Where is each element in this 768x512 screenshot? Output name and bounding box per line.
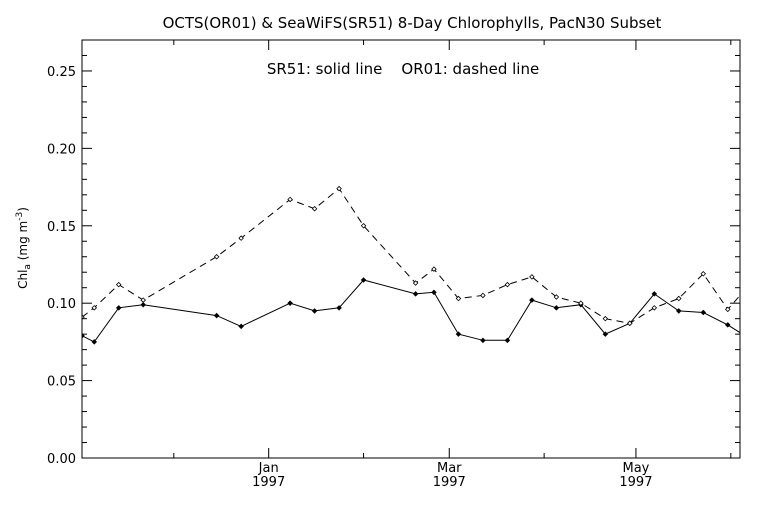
data-point-sr51: [455, 331, 462, 337]
data-point-or01: [238, 235, 244, 241]
data-point-sr51: [115, 305, 122, 311]
x-tick-month-label: May: [622, 461, 649, 476]
plot-area: 0.000.050.100.150.200.25Jan1997Mar1997Ma…: [47, 39, 754, 490]
data-point-sr51: [287, 300, 293, 306]
y-tick-label: 0.20: [47, 142, 76, 157]
data-point-or01: [140, 297, 146, 303]
data-point-sr51: [480, 337, 486, 344]
data-point-or01: [676, 295, 682, 302]
data-point-or01: [115, 281, 122, 288]
data-point-or01: [553, 294, 560, 300]
data-point-sr51: [602, 331, 609, 337]
data-point-or01: [724, 306, 731, 313]
data-point-or01: [455, 295, 462, 302]
data-point-sr51: [412, 291, 419, 297]
data-point-or01: [504, 281, 511, 288]
data-point-or01: [627, 320, 633, 327]
data-point-sr51: [651, 291, 658, 297]
plot-frame: [81, 39, 741, 459]
data-point-sr51: [91, 339, 98, 345]
data-point-or01: [412, 280, 419, 286]
data-point-sr51: [213, 312, 220, 319]
data-point-sr51: [311, 308, 318, 314]
y-tick-label: 0.05: [47, 375, 76, 390]
y-tick-label: 0.15: [47, 220, 76, 235]
data-point-or01: [287, 196, 293, 203]
series-style-note: SR51: solid line OR01: dashed line: [267, 60, 539, 78]
chart-title: OCTS(OR01) & SeaWiFS(SR51) 8-Day Chlorop…: [163, 14, 662, 32]
data-point-or01: [360, 223, 367, 229]
data-point-or01: [700, 271, 707, 277]
data-point-or01: [311, 205, 318, 212]
y-axis-label-unit-close: ): [16, 207, 30, 212]
data-point-sr51: [238, 323, 244, 330]
series-group: [82, 185, 754, 345]
data-point-or01: [578, 300, 584, 306]
data-point-sr51: [529, 297, 535, 303]
data-point-sr51: [724, 322, 731, 328]
data-point-sr51: [140, 301, 146, 308]
data-point-sr51: [750, 338, 754, 342]
data-point-or01: [91, 305, 98, 311]
data-point-or01: [602, 315, 609, 322]
y-axis-label: Chla (mg m-3): [15, 207, 33, 289]
y-axis-label-unit-open: (mg m: [16, 221, 30, 264]
x-tick-month-label: Jan: [258, 461, 279, 476]
data-point-or01: [431, 266, 437, 272]
data-point-or01: [82, 314, 85, 320]
data-point-sr51: [553, 305, 560, 311]
x-tick-year-label: 1997: [252, 475, 285, 490]
y-axis-label-superscript: -3: [15, 212, 25, 221]
data-point-or01: [213, 253, 220, 260]
data-point-or01: [529, 274, 535, 280]
data-point-sr51: [700, 309, 707, 316]
data-point-or01: [480, 292, 486, 299]
series-line-sr51: [82, 279, 740, 343]
x-tick-month-label: Mar: [437, 461, 462, 476]
x-tick-year-label: 1997: [433, 475, 466, 490]
data-point-or01: [750, 279, 754, 283]
data-point-sr51: [504, 337, 511, 344]
data-point-sr51: [336, 305, 342, 311]
x-tick-year-label: 1997: [619, 475, 652, 490]
data-point-or01: [651, 305, 658, 311]
y-tick-label: 0.25: [47, 65, 76, 80]
data-point-sr51: [82, 332, 85, 339]
y-tick-label: 0.10: [47, 297, 76, 312]
y-tick-label: 0.00: [47, 452, 76, 467]
data-point-sr51: [360, 277, 367, 283]
data-point-sr51: [676, 308, 682, 314]
y-axis-label-base: Chl: [16, 270, 30, 289]
series-line-or01: [82, 187, 740, 324]
y-axis-label-subscript: a: [23, 264, 33, 270]
data-point-or01: [336, 185, 342, 192]
data-point-sr51: [431, 289, 437, 296]
